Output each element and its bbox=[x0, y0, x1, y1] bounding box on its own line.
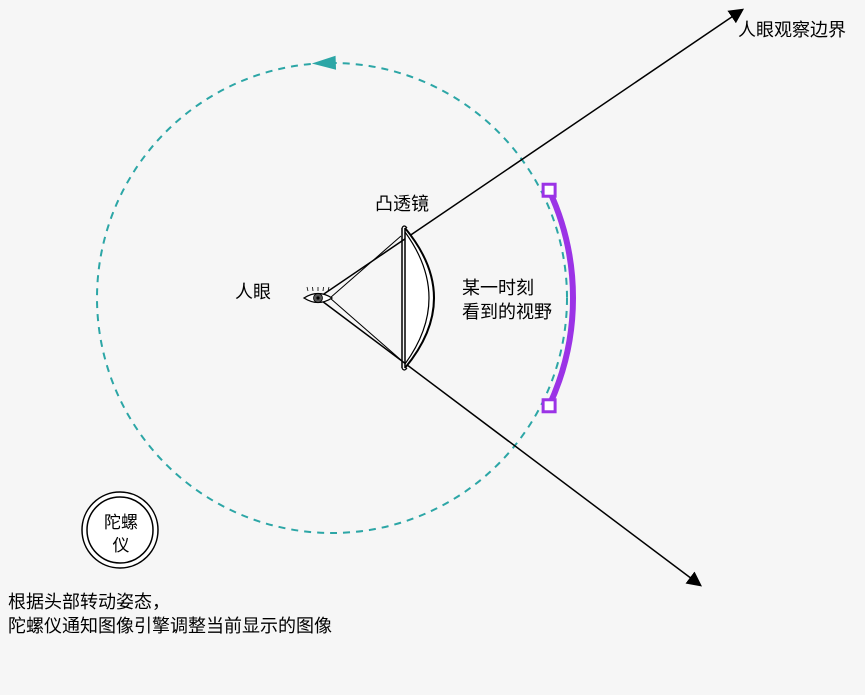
label-gyro-desc: 根据头部转动姿态， 陀螺仪通知图像引擎调整当前显示的图像 bbox=[8, 590, 332, 639]
label-lens: 凸透镜 bbox=[375, 192, 429, 216]
label-gyro: 陀螺 仪 bbox=[104, 512, 138, 558]
label-eye: 人眼 bbox=[235, 280, 271, 304]
label-boundary: 人眼观察边界 bbox=[738, 18, 846, 42]
label-fov: 某一时刻 看到的视野 bbox=[462, 276, 552, 325]
